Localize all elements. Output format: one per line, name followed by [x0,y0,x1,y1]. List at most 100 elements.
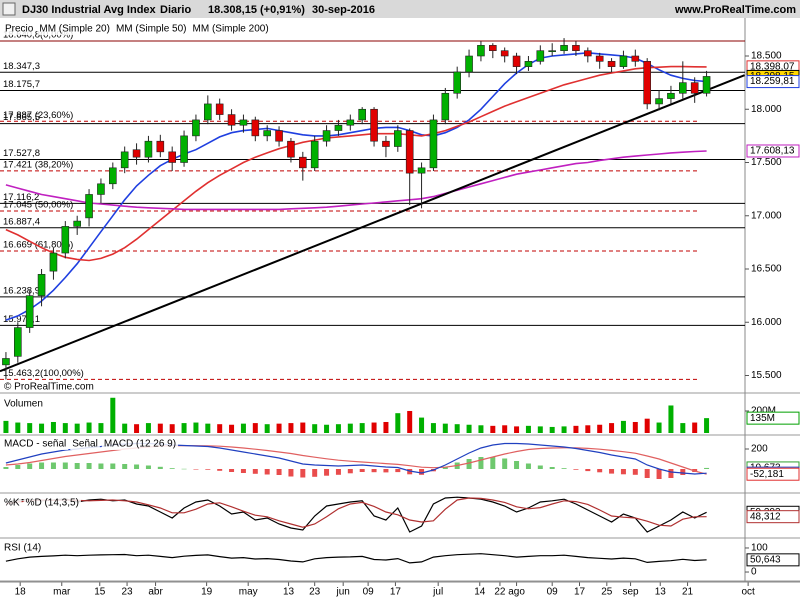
value-marker [746,411,800,425]
bar [514,426,520,433]
bar [252,423,258,433]
candle-body [512,55,521,67]
level-label: 16.238,9 [3,285,40,296]
x-tick-label: 18 [15,587,27,598]
candle-body [607,61,616,67]
bar [205,469,211,470]
y-tick-label: 0 [751,567,757,578]
candle-body [500,50,509,57]
period: Diario [160,4,191,16]
candle-body [85,194,93,219]
bar [39,462,45,469]
y-tick-label: 100 [751,543,768,554]
bar [704,467,710,469]
legend-box [37,23,112,35]
y-tick-label: 15.500 [751,370,782,381]
bar [288,469,294,477]
date: 30-sep-2016 [312,4,375,16]
x-tick-label: ago [508,587,525,598]
candle-body [453,71,461,94]
candle-body [120,151,129,169]
candle-body [465,55,473,73]
candle-body [49,252,58,272]
bar [335,424,341,433]
bar [478,425,484,433]
candle-body [227,114,236,126]
x-tick-label: 09 [547,587,559,598]
candle-body [524,61,533,67]
legend-entry: MM (Simple 50) [116,24,187,35]
bar [110,463,116,469]
candle-body [97,183,105,195]
x-tick-label: 19 [201,587,213,598]
candle-body [429,119,438,169]
legend-box [101,438,179,450]
value-marker-label: 18.259,81 [750,76,795,87]
value-marker [746,144,800,158]
level-label: 16.887,4 [3,216,40,227]
bar [419,469,425,475]
bar [39,423,45,433]
bar [169,424,175,433]
bar [110,397,116,433]
value-marker-label: 18.398,07 [750,61,795,72]
legend-box [2,438,69,450]
bar [620,469,626,475]
bar [122,464,128,469]
level-label: 18.175,7 [3,79,40,90]
legend-box [113,23,189,35]
quote: 18.308,15 (+0,91%) [208,4,305,16]
bar [181,423,187,433]
bar [371,422,377,433]
bar [324,424,330,433]
legend-box [3,23,36,35]
bar [62,423,68,433]
bar [609,469,615,474]
bar [157,423,163,433]
candle-body [168,151,176,163]
indicator-line [5,553,707,564]
candle-body [73,220,81,227]
bar [312,424,318,433]
bar [561,426,567,433]
x-tick-label: oct [741,587,755,598]
candle-body [299,156,307,169]
candle-body [655,98,663,105]
legend-entry: MACD - señal [4,439,66,450]
candle-body [37,274,46,296]
value-marker-label: 48,312 [750,511,781,522]
candle-body [477,45,485,57]
candle-body [14,327,22,357]
candle-body [489,45,497,51]
bar [573,469,579,470]
x-tick-label: 09 [363,587,375,598]
bar [597,469,603,473]
bar [395,469,401,473]
level-label: 15.971,1 [3,314,40,325]
candle-body [132,149,141,158]
moving-average [5,65,707,262]
y-tick-label: 18.000 [751,104,782,115]
window-icon [2,2,16,16]
candle-body [690,82,699,94]
y-tick-label: 200 [751,444,768,455]
x-tick-label: 14 [474,587,486,598]
bar [122,423,128,433]
bar [193,469,199,470]
x-tick-label: jun [336,587,350,598]
bar [229,469,235,472]
y-tick-label: 16.000 [751,317,782,328]
value-marker [746,510,800,524]
bar [644,418,650,433]
value-marker [746,75,800,89]
candle-body [180,135,188,163]
level-label: 17.421 (38,20%) [3,159,73,170]
y-tick-label: 200M [751,406,776,417]
level-label: 17.865,5 [3,112,40,123]
x-tick-label: 15 [94,587,106,598]
level-label: 18.347,3 [3,61,40,72]
level-label: 17.887 (23,60%) [3,110,73,121]
bar [585,425,591,433]
candle-body [548,50,556,52]
